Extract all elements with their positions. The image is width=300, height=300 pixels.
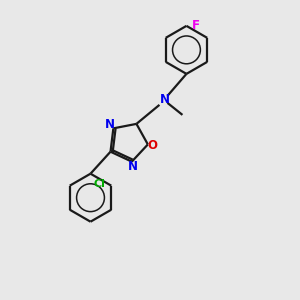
Text: F: F	[191, 20, 200, 32]
Text: O: O	[148, 139, 158, 152]
Text: Cl: Cl	[93, 179, 105, 189]
Text: N: N	[105, 118, 115, 131]
Text: N: N	[160, 93, 170, 106]
Text: N: N	[128, 160, 138, 173]
